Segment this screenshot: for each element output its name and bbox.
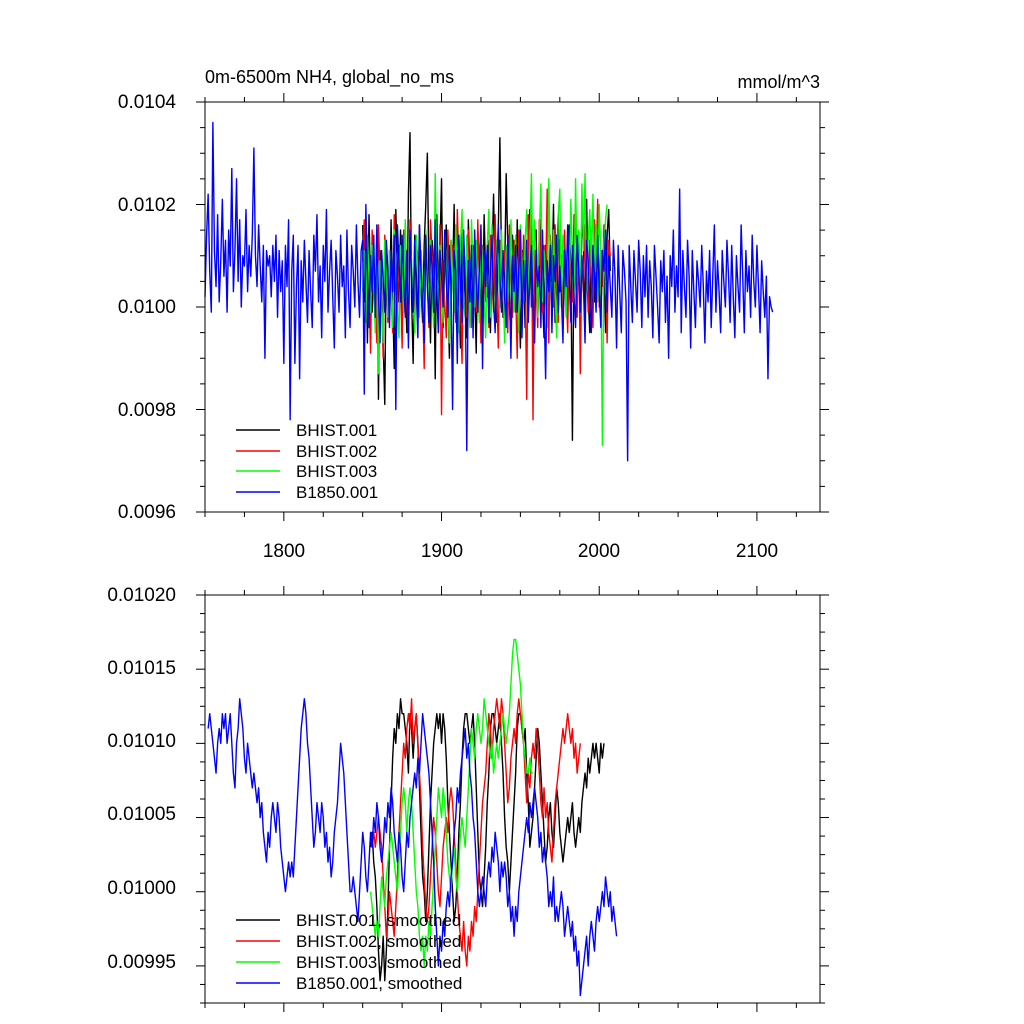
bottom-legend-label: BHIST.002, smoothed (296, 932, 461, 951)
bottom-series-line-4 (207, 698, 618, 997)
top-y-tick-label: 0.0104 (118, 92, 177, 113)
top-x-tick-label: 2000 (578, 541, 620, 562)
bottom-series-line-2 (369, 698, 582, 967)
top-legend: BHIST.001 BHIST.002 BHIST.003 B1850.001 (236, 421, 378, 502)
bottom-legend-label: BHIST.003, smoothed (296, 953, 461, 972)
bottom-series-group (207, 638, 618, 997)
bottom-series-line-1 (369, 698, 605, 982)
bottom-legend-label: BHIST.001, smoothed (296, 911, 461, 930)
top-series-line-3 (361, 173, 608, 447)
bottom-y-tick-labels: 0.00995 0.01000 0.01005 0.01010 0.01015 … (107, 585, 176, 973)
top-y-tick-label: 0.0098 (118, 400, 176, 421)
bottom-plot-frame (204, 594, 821, 1004)
top-series-group (204, 121, 774, 462)
bottom-y-tick-label: 0.01015 (107, 658, 176, 679)
bottom-y-tick-label: 0.01005 (107, 804, 176, 825)
bottom-series-line-3 (369, 638, 533, 967)
bottom-axis-ticks (196, 586, 829, 1012)
top-plot-frame (204, 101, 821, 513)
top-x-tick-labels: 1800 1900 2000 2100 (263, 541, 778, 562)
top-y-tick-labels: 0.0096 0.0098 0.0100 0.0102 0.0104 (118, 92, 177, 523)
bottom-legend-label: B1850.001, smoothed (296, 974, 462, 993)
top-chart-title: 0m-6500m NH4, global_no_ms (205, 67, 454, 88)
top-legend-label: BHIST.001 (296, 421, 377, 440)
top-legend-label: BHIST.003 (296, 462, 377, 481)
bottom-chart: 0.00995 0.01000 0.01005 0.01010 0.01015 … (107, 585, 829, 1012)
top-x-tick-label: 2100 (736, 541, 778, 562)
top-y-tick-label: 0.0100 (118, 297, 176, 318)
bottom-y-tick-label: 0.01010 (107, 731, 176, 752)
top-y-tick-label: 0.0096 (118, 502, 176, 523)
top-y-tick-label: 0.0102 (118, 195, 176, 216)
top-chart-units: mmol/m^3 (738, 72, 820, 92)
top-chart: 0m-6500m NH4, global_no_ms mmol/m^3 0.00… (118, 67, 829, 562)
top-legend-label: BHIST.002 (296, 442, 377, 461)
top-x-tick-label: 1900 (421, 541, 463, 562)
top-series-line-4 (204, 121, 774, 462)
top-x-tick-label: 1800 (263, 541, 305, 562)
bottom-legend: BHIST.001, smoothed BHIST.002, smoothed … (236, 911, 462, 993)
top-axis-ticks (196, 93, 829, 521)
bottom-y-tick-label: 0.00995 (107, 952, 176, 973)
top-legend-label: B1850.001 (296, 483, 378, 502)
bottom-y-tick-label: 0.01020 (107, 585, 176, 606)
bottom-y-tick-label: 0.01000 (107, 878, 176, 899)
